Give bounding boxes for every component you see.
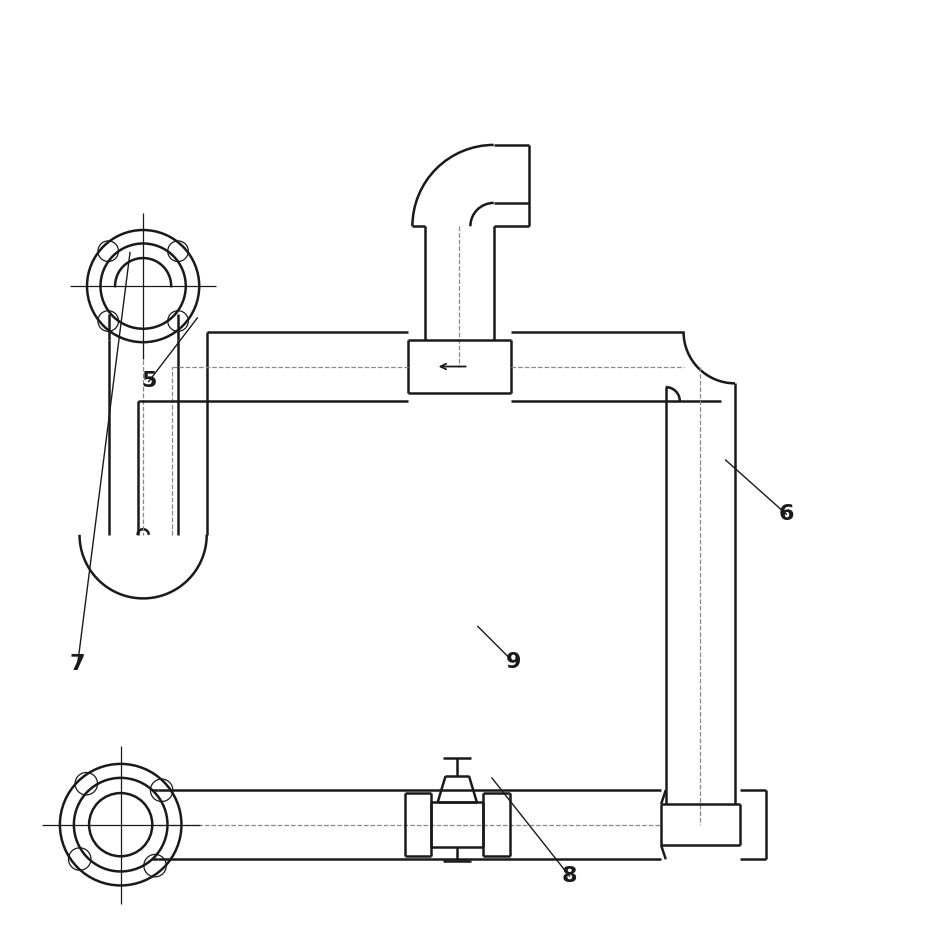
Text: 6: 6 [778, 504, 794, 525]
Text: 7: 7 [70, 654, 85, 674]
Text: 5: 5 [141, 371, 156, 392]
Text: 9: 9 [505, 652, 520, 672]
Text: 8: 8 [561, 866, 577, 886]
